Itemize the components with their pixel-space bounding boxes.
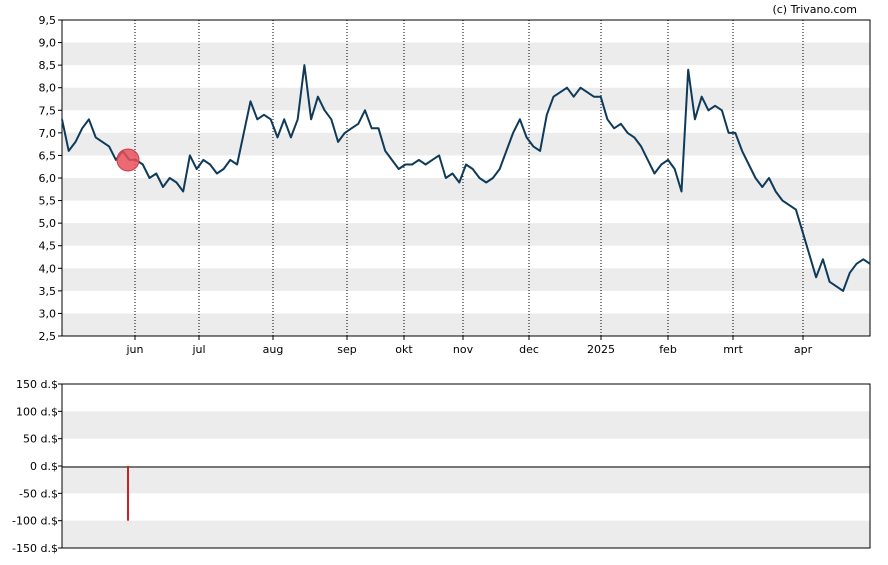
y-tick-label: 5,5 [39, 195, 57, 208]
y-tick-label: 4,0 [39, 262, 57, 275]
credit-text: (c) Trivano.com [772, 3, 857, 16]
x-tick-label: apr [794, 343, 813, 356]
x-tick-label: okt [395, 343, 413, 356]
grid-band [62, 313, 870, 336]
grid-band [62, 223, 870, 246]
price-y-axis: 2,5 3,0 3,5 4,0 4,5 5,0 5,5 6,0 6,5 7,0 7,5 8,0 8,5 9… [39, 14, 62, 343]
x-tick-label: mrt [723, 343, 743, 356]
y-tick-label: 8,0 [39, 82, 57, 95]
grid-band [62, 520, 870, 548]
y-tick-label: 3,0 [39, 307, 57, 320]
x-tick-label: aug [263, 343, 284, 356]
y-tick-label: 8,5 [39, 59, 57, 72]
grid-band [62, 411, 870, 439]
y-tick-label: 6,0 [39, 172, 57, 185]
y-tick-label: -50 d.$ [19, 487, 58, 500]
y-tick-label: 100 d.$ [16, 405, 58, 418]
price-series-line [61, 64, 871, 292]
y-tick-label: -150 d.$ [12, 542, 58, 555]
y-tick-label: 6,5 [39, 149, 57, 162]
y-tick-label: 9,0 [39, 37, 57, 50]
x-tick-label: sep [337, 343, 356, 356]
x-tick-label: jun [126, 343, 144, 356]
x-tick-label: 2025 [587, 343, 615, 356]
month-x-axis: jun jul aug sep okt nov dec 2025 feb mrt apr [126, 336, 813, 356]
y-tick-label: 7,5 [39, 104, 57, 117]
volume-y-axis: 150 d.$ 100 d.$ 50 d.$ 0 d.$ -50 d.$ -100 d.$… [12, 378, 62, 555]
y-tick-label: 50 d.$ [23, 433, 58, 446]
x-tick-label: dec [519, 343, 539, 356]
x-tick-label: nov [453, 343, 474, 356]
grid-band [62, 268, 870, 291]
y-tick-label: 4,5 [39, 240, 57, 253]
y-tick-label: 3,5 [39, 285, 57, 298]
y-tick-label: 2,5 [39, 330, 57, 343]
grid-band [62, 42, 870, 66]
x-tick-label: jul [191, 343, 205, 356]
transaction-marker [116, 148, 140, 172]
y-tick-label: 0 d.$ [30, 460, 58, 473]
y-tick-label: 7,0 [39, 127, 57, 140]
x-tick-label: feb [659, 343, 677, 356]
grid-band [62, 466, 870, 494]
y-tick-label: 5,0 [39, 217, 57, 230]
y-tick-label: -100 d.$ [12, 515, 58, 528]
volume-grid-bands [62, 411, 870, 548]
y-tick-label: 150 d.$ [16, 378, 58, 391]
grid-band [62, 87, 870, 111]
grid-band [62, 132, 870, 156]
y-tick-label: 9,5 [39, 14, 57, 27]
